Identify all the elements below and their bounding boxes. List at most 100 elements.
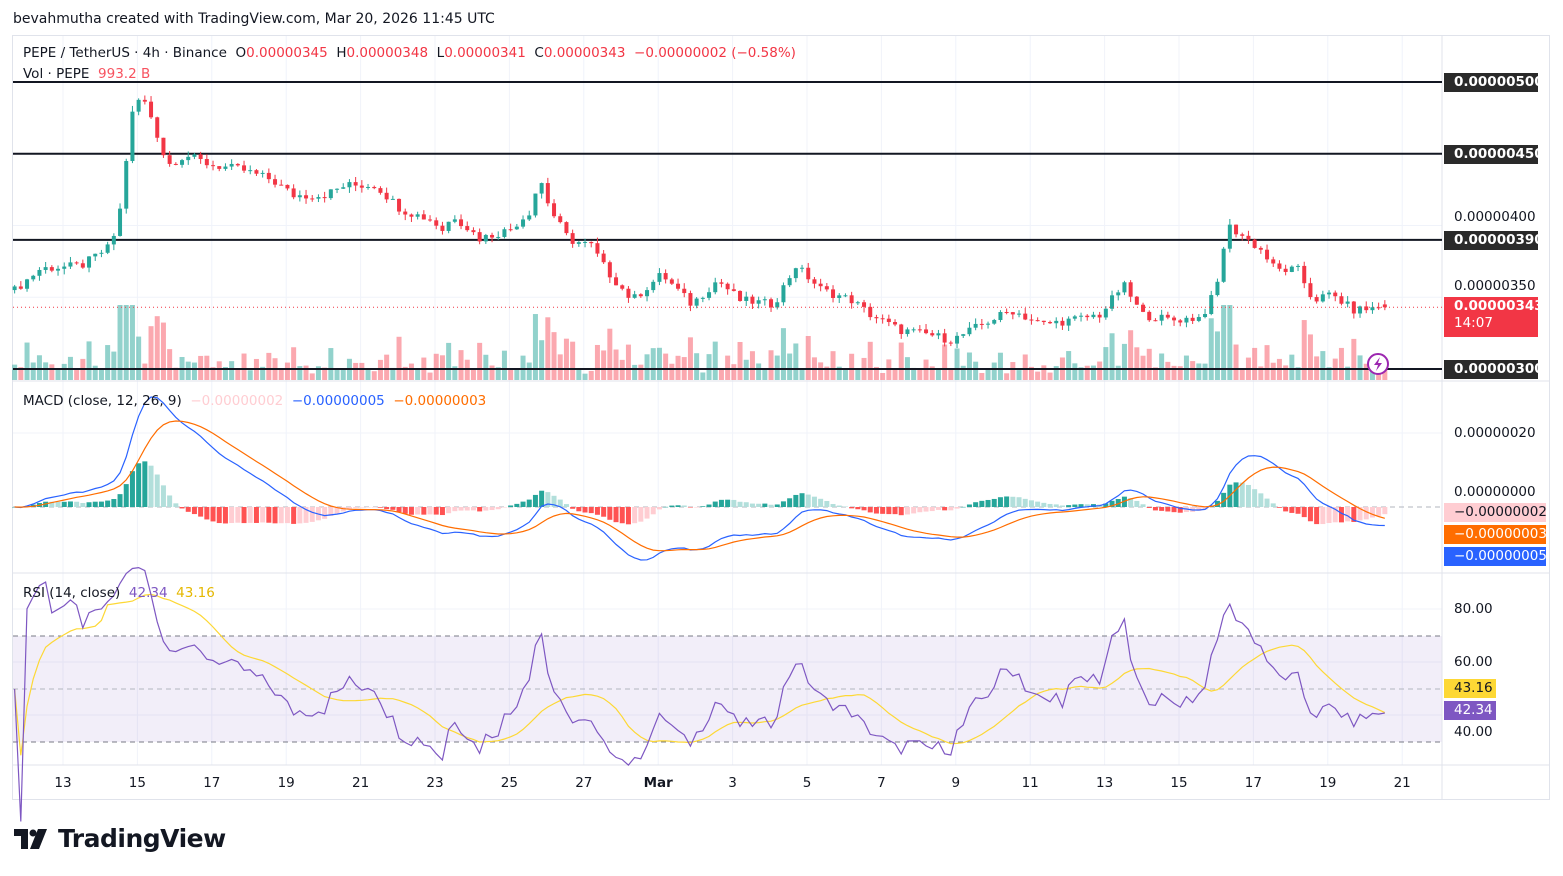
candle-body	[564, 222, 569, 234]
macd-histogram-bar	[607, 507, 613, 520]
macd-histogram-bar	[477, 507, 483, 512]
volume-bar	[55, 368, 61, 380]
rsi-axis-label: 40.00	[1454, 724, 1493, 740]
macd-histogram-bar	[898, 507, 904, 516]
volume-bar	[991, 362, 997, 380]
candle-body	[25, 279, 30, 289]
macd-histogram-bar	[1115, 499, 1121, 507]
candle-body	[155, 117, 160, 138]
candle-body	[930, 333, 935, 336]
macd-histogram-bar	[1022, 498, 1028, 507]
volume-bar	[1208, 318, 1214, 380]
volume-bar	[43, 362, 49, 380]
macd-histogram-bar	[508, 505, 514, 507]
time-axis-label: Mar	[643, 775, 673, 791]
candle-body	[1209, 295, 1214, 315]
candle-body	[483, 234, 488, 242]
candle-body	[1035, 320, 1040, 322]
macd-histogram-bar	[1134, 500, 1140, 507]
macd-histogram-bar	[136, 463, 142, 507]
tradingview-logo[interactable]: TradingView	[14, 824, 226, 853]
volume-bar	[489, 365, 495, 380]
candle-body	[769, 299, 774, 308]
macd-histogram-bar	[966, 504, 972, 507]
volume-bar	[632, 364, 638, 380]
chart-credit: bevahmutha created with TradingView.com,…	[13, 11, 495, 27]
candle-body	[1314, 297, 1319, 302]
candle-body	[366, 186, 371, 188]
macd-histogram-bar	[247, 507, 253, 523]
volume-bar	[1289, 354, 1295, 380]
macd-histogram-bar	[1307, 507, 1313, 522]
volume-bar	[1047, 372, 1053, 380]
volume-bar	[849, 353, 855, 380]
candle-body	[725, 283, 730, 290]
volume-bar	[563, 338, 569, 380]
macd-histogram-bar	[650, 507, 656, 515]
macd-histogram-bar	[1351, 507, 1357, 522]
macd-histogram-bar	[284, 507, 290, 524]
macd-histogram-bar	[1159, 507, 1165, 511]
macd-histogram-bar	[563, 504, 569, 507]
lightning-icon[interactable]	[1367, 353, 1389, 375]
volume-bar	[427, 372, 433, 380]
macd-histogram-bar	[86, 502, 92, 507]
candle-body	[874, 317, 879, 319]
macd-histogram-bar	[272, 507, 278, 524]
time-axis-label: 17	[203, 775, 221, 791]
volume-bar	[539, 340, 545, 380]
macd-histogram-bar	[929, 507, 935, 512]
candle-body	[607, 262, 612, 278]
volume-bar	[545, 317, 551, 380]
volume-bar	[1357, 355, 1363, 380]
time-axis-label: 19	[1319, 775, 1337, 791]
time-axis-label: 27	[575, 775, 593, 791]
volume-bar	[433, 353, 439, 380]
macd-histogram-bar	[495, 507, 501, 510]
volume-bar	[1140, 355, 1146, 380]
volume-bar	[328, 348, 334, 380]
level-tag[interactable]: 0.00000390	[1444, 231, 1544, 250]
volume-bar	[880, 372, 886, 380]
candle-body	[310, 198, 315, 200]
volume-bar	[1376, 370, 1382, 380]
candle-body	[583, 241, 588, 243]
candle-body	[471, 230, 476, 233]
macd-histogram-bar	[346, 507, 352, 509]
symbol-legend[interactable]: PEPE / TetherUS · 4h · Binance O0.000003…	[23, 45, 796, 61]
time-axis-label: 25	[500, 775, 518, 791]
macd-histogram-bar	[80, 502, 86, 507]
volume-bar	[291, 347, 297, 380]
candle-body	[998, 312, 1003, 320]
candle-body	[49, 267, 54, 271]
level-tag[interactable]: 0.00000450	[1444, 145, 1544, 164]
candle-body	[1122, 282, 1127, 293]
volume-legend[interactable]: Vol · PEPE 993.2 B	[23, 66, 150, 82]
candle-body	[911, 329, 916, 331]
grid	[13, 36, 1442, 765]
level-tag[interactable]: 0.00000300	[1444, 360, 1544, 379]
candle-body	[781, 285, 786, 303]
macd-histogram-bar	[253, 507, 259, 523]
volume-bar	[582, 373, 588, 380]
rsi-legend[interactable]: RSI (14, close) 42.34 43.16	[23, 585, 215, 601]
volume-bar	[210, 367, 216, 380]
volume-bar	[61, 363, 67, 380]
time-axis-label: 21	[352, 775, 370, 791]
level-tag[interactable]: 0.00000500	[1444, 73, 1544, 92]
candle-body	[80, 263, 85, 268]
macd-histogram-bar	[1059, 505, 1065, 507]
high-label: H	[336, 45, 347, 61]
macd-label: MACD (close, 12, 26, 9)	[23, 393, 182, 409]
macd-legend[interactable]: MACD (close, 12, 26, 9) −0.00000002 −0.0…	[23, 393, 486, 409]
macd-histogram-bar	[222, 507, 228, 524]
volume-bar	[1320, 351, 1326, 380]
volume-bar	[167, 349, 173, 380]
macd-histogram-bar	[458, 507, 464, 511]
volume-bars	[12, 305, 1388, 380]
macd-histogram-bar	[954, 507, 960, 509]
volume-bar	[712, 341, 718, 380]
macd-histogram-bar	[210, 507, 216, 522]
candle-body	[707, 292, 712, 298]
